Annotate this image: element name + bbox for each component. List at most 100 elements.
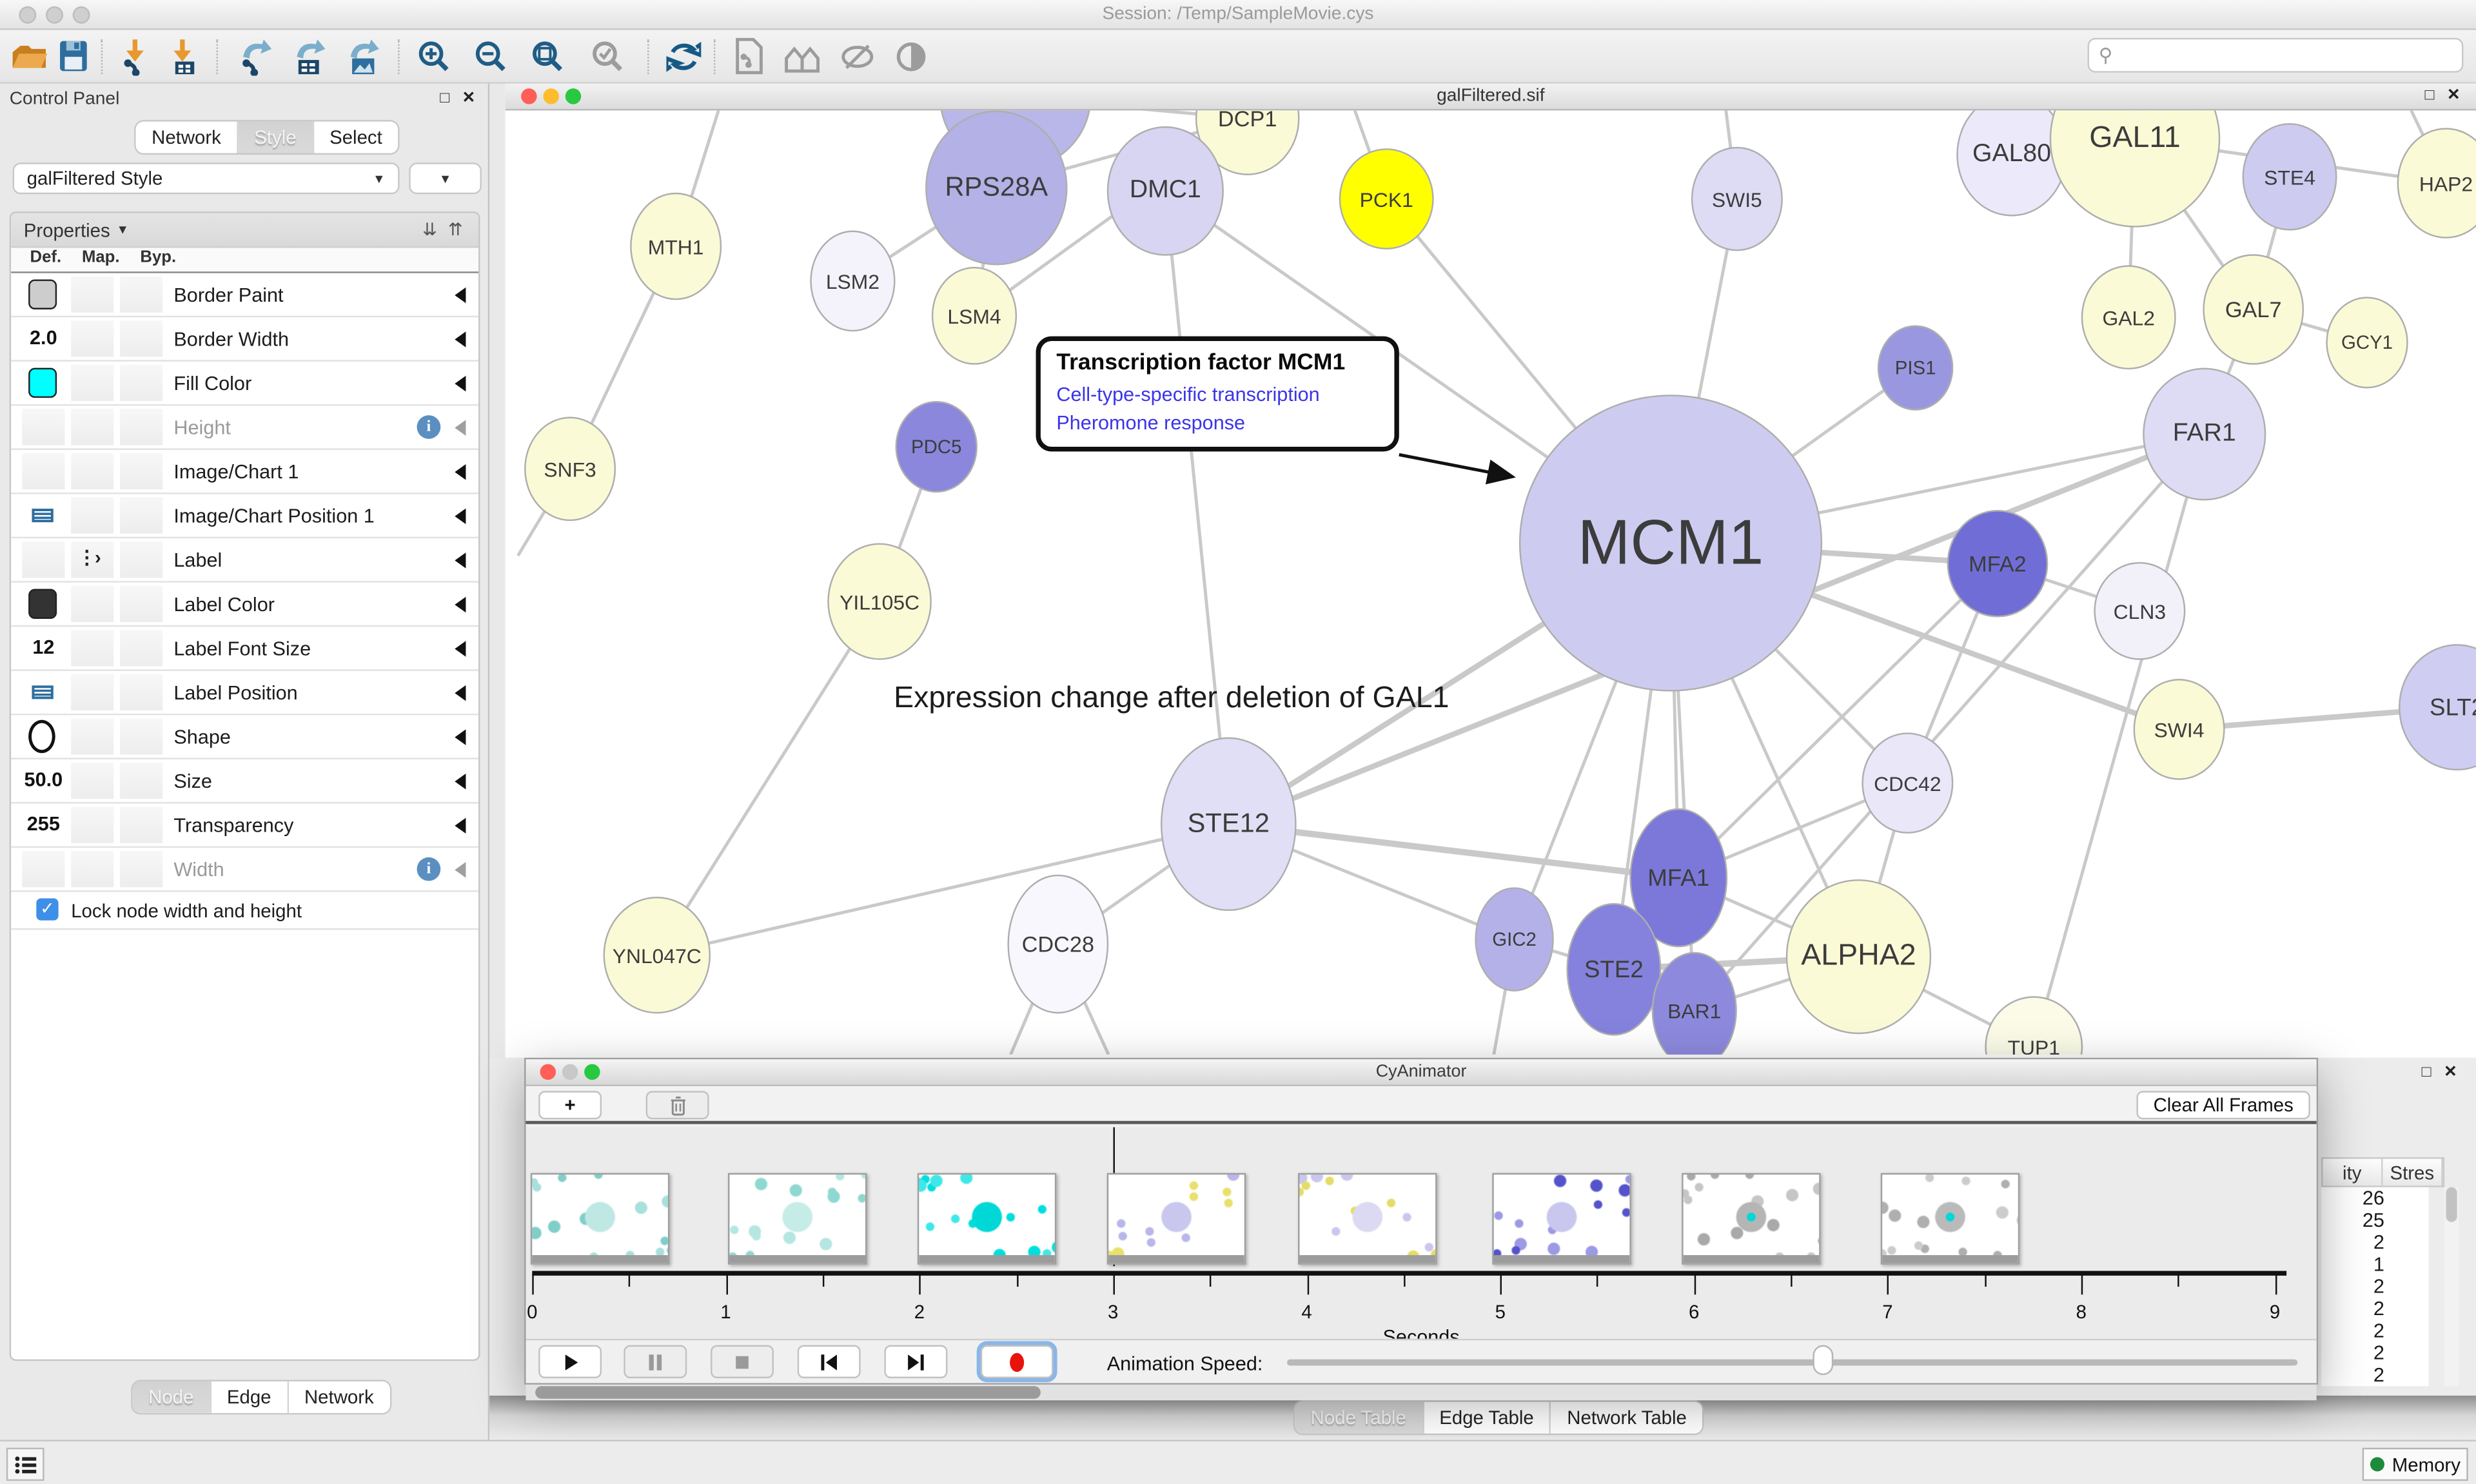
zoom-fit-icon[interactable] [527,36,569,77]
expand-property-icon[interactable] [455,596,466,613]
tab-edge[interactable]: Edge [211,1381,289,1413]
close-panel-icon[interactable]: ✕ [2444,1064,2457,1082]
save-icon[interactable] [54,36,95,77]
default-swatch[interactable] [28,367,57,398]
network-canvas[interactable]: RPS28BDCP1RPS28ADMC1PCK1MTH1LSM2LSM4SWI5… [505,110,2476,1055]
export-table-icon[interactable] [291,36,332,77]
tab-node[interactable]: Node [132,1381,211,1413]
expand-property-icon[interactable] [455,331,466,347]
default-swatch[interactable] [28,279,57,310]
network-file-icon[interactable] [729,36,771,77]
network-node-cln3[interactable]: CLN3 [2094,561,2186,660]
expand-property-icon[interactable] [455,508,466,525]
pause-button[interactable] [624,1345,687,1378]
float-panel-icon[interactable]: □ [2421,1064,2432,1082]
frame-thumbnail-8[interactable] [1880,1173,2020,1265]
network-node-pck1[interactable]: PCK1 [1339,148,1434,249]
position-icon[interactable] [32,505,54,526]
style-options-button[interactable]: ▼ [409,162,482,195]
network-node-gal80[interactable]: GAL80 [1956,110,2067,217]
collapse-all-icon[interactable]: ⇈ [447,220,466,240]
table-cell[interactable]: 2 [2373,1342,2384,1364]
column-header[interactable]: Stres [2383,1158,2443,1186]
property-row-border-paint[interactable]: Border Paint [11,273,479,318]
open-file-icon[interactable] [10,36,51,77]
expand-property-icon[interactable] [455,729,466,745]
expand-property-icon[interactable] [455,685,466,701]
hide-selected-icon[interactable] [837,36,878,77]
chevron-down-icon[interactable]: ▼ [116,222,129,237]
show-all-icon[interactable] [890,36,932,77]
property-row-width[interactable]: Width i [11,848,479,892]
network-node-ynl047c[interactable]: YNL047C [603,897,711,1014]
table-column-headers[interactable]: ity Stres [2321,1157,2445,1187]
skip-end-button[interactable] [884,1345,948,1378]
property-row-label-position[interactable]: Label Position [11,671,479,716]
property-row-height[interactable]: Height i [11,405,479,450]
close-window-icon[interactable] [521,88,537,104]
tab-style[interactable]: Style [238,121,314,153]
search-input[interactable] [2112,44,2462,66]
import-table-icon[interactable] [164,36,206,77]
lock-size-checkbox[interactable]: ✓ [36,898,59,921]
add-frame-button[interactable]: + [538,1091,602,1120]
frame-thumbnail-4[interactable] [1106,1173,1246,1265]
property-row-image-chart-1[interactable]: Image/Chart 1 [11,450,479,494]
network-node-gal7[interactable]: GAL7 [2203,254,2304,365]
import-network-icon[interactable] [117,36,158,77]
task-history-button[interactable] [6,1447,44,1481]
expand-property-icon[interactable] [455,287,466,304]
table-cell[interactable]: 2 [2373,1275,2384,1298]
network-node-ste4[interactable]: STE4 [2242,123,2337,231]
cyanimator-horizontal-scrollbar[interactable] [526,1384,2317,1401]
export-image-icon[interactable] [344,36,386,77]
close-panel-icon[interactable]: ✕ [2446,86,2461,104]
skip-start-button[interactable] [797,1345,861,1378]
export-network-icon[interactable] [237,36,278,77]
zoom-in-icon[interactable] [414,36,455,77]
network-node-yil105c[interactable]: YIL105C [827,543,932,660]
table-cell[interactable]: 2 [2373,1363,2384,1387]
default-value[interactable]: 2.0 [30,326,57,349]
frame-thumbnail-6[interactable] [1492,1173,1631,1265]
frame-thumbnail-7[interactable] [1682,1173,1821,1265]
network-node-pis1[interactable]: PIS1 [1877,325,1954,411]
maximize-window-icon[interactable] [584,1064,600,1080]
table-cell[interactable]: 25 [2362,1209,2384,1232]
property-row-size[interactable]: 50.0 Size [11,759,479,804]
close-window-icon[interactable] [540,1064,556,1080]
property-row-border-width[interactable]: 2.0 Border Width [11,317,479,362]
network-node-hap2[interactable]: HAP2 [2397,128,2476,239]
delete-frame-button[interactable] [645,1091,709,1120]
default-swatch[interactable] [28,589,57,620]
search-field[interactable]: ⚲ [2087,37,2464,73]
minimize-window-icon[interactable] [562,1064,578,1080]
float-panel-icon[interactable]: □ [2424,86,2435,104]
expand-property-icon[interactable] [455,375,466,392]
property-row-shape[interactable]: Shape [11,715,479,759]
tab-node-table[interactable]: Node Table [1295,1401,1424,1434]
close-panel-icon[interactable]: ✕ [462,90,476,108]
property-row-label-font-size[interactable]: 12 Label Font Size [11,627,479,671]
expand-property-icon[interactable] [455,420,466,436]
annotation-link[interactable]: Pheromone response [1056,412,1246,434]
animation-speed-thumb[interactable] [1812,1345,1833,1376]
tab-network[interactable]: Network [288,1381,390,1413]
mcm1-annotation-box[interactable]: Transcription factor MCM1 Cell-type-spec… [1036,336,1399,453]
property-row-label-color[interactable]: Label Color [11,583,479,627]
passthrough-mapping-icon[interactable]: ⋮› [77,546,101,569]
maximize-window-icon[interactable] [565,88,582,104]
network-node-gcy1[interactable]: GCY1 [2326,297,2408,389]
tab-select[interactable]: Select [313,121,398,153]
animation-speed-slider[interactable] [1286,1359,2298,1366]
network-node-lsm2[interactable]: LSM2 [810,230,896,332]
style-selector-dropdown[interactable]: galFiltered Style ▼ [12,162,400,195]
zoom-selected-icon[interactable] [587,36,629,77]
network-node-gic2[interactable]: GIC2 [1475,887,1554,991]
table-cell[interactable]: 26 [2362,1187,2384,1209]
frame-thumbnail-3[interactable] [917,1173,1057,1265]
network-node-lsm4[interactable]: LSM4 [931,266,1017,365]
shape-ellipse-icon[interactable] [28,719,55,754]
position-icon[interactable] [32,682,54,703]
